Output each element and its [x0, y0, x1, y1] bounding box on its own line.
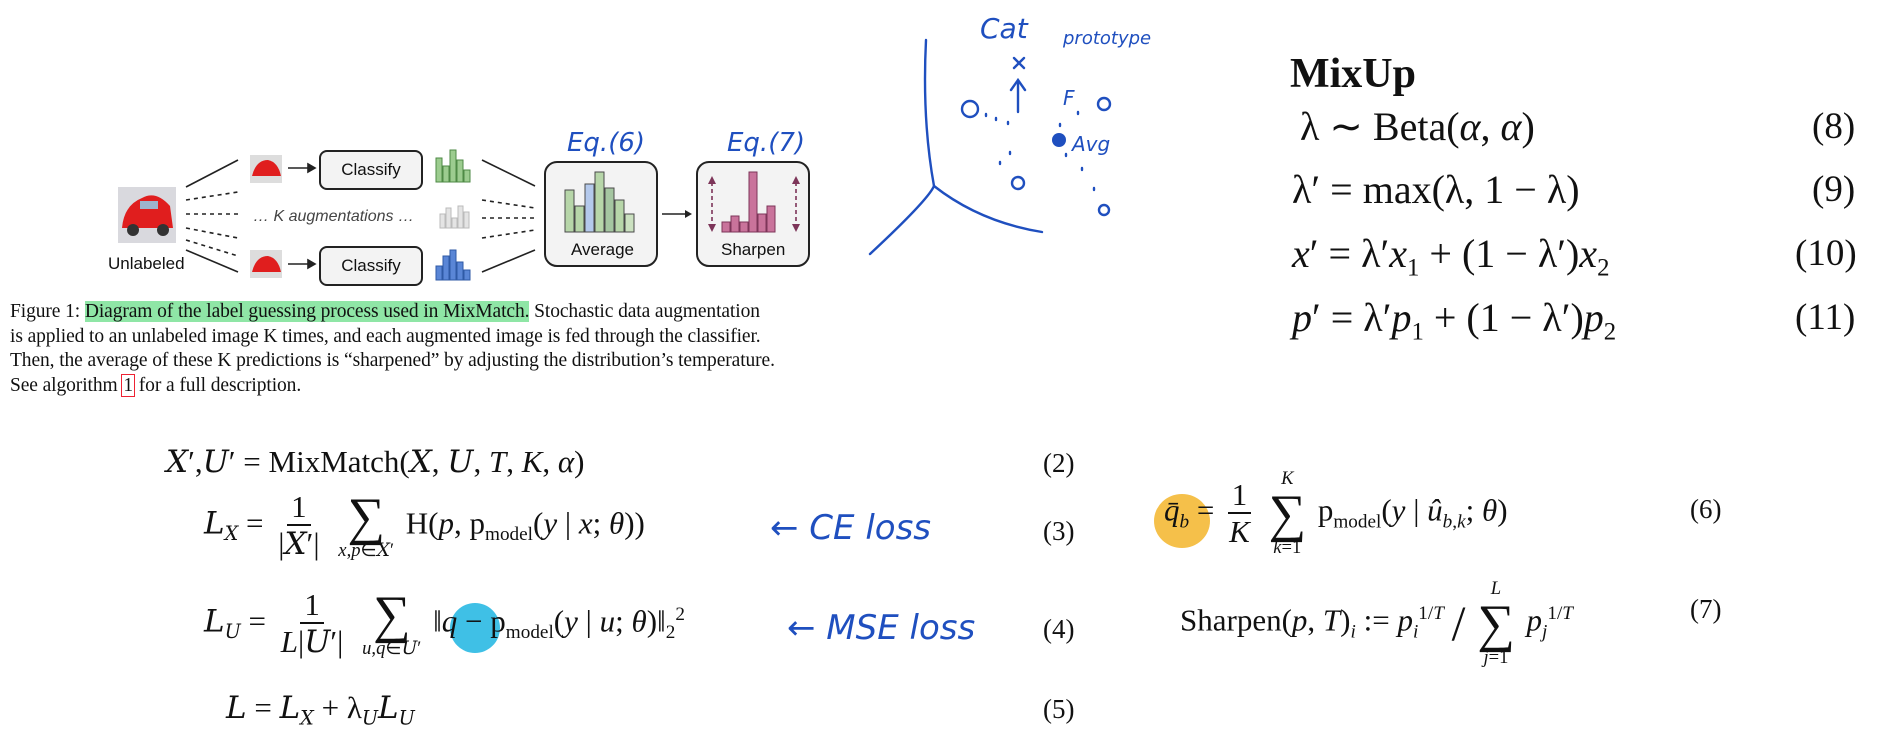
k-augmentations-label: … K augmentations …	[253, 208, 414, 225]
equation-2-number: (2)	[1043, 448, 1075, 478]
equation-7-number: (7)	[1690, 594, 1722, 624]
equation-6-number: (6)	[1690, 494, 1722, 524]
orange-marker	[1154, 494, 1210, 548]
equation-11: p′ = λ′p1 + (1 − λ′)p2	[1292, 295, 1617, 346]
caption-line1: Stochastic data augmentation	[534, 301, 760, 322]
handwritten-note-eq6: Eq.(6)	[567, 128, 646, 158]
sketch-label-f: F	[1063, 86, 1075, 110]
algorithm-ref-link[interactable]: 1	[121, 373, 135, 397]
cyan-marker	[450, 603, 500, 653]
equation-10: x′ = λ′x1 + (1 − λ′)x2	[1292, 231, 1610, 282]
augmented-car-bottom	[250, 250, 282, 278]
handwritten-note-ce-loss: ← CE loss	[770, 508, 932, 548]
augmentation-arrows	[185, 159, 239, 273]
diagram-graphics	[118, 149, 810, 281]
equation-3: LX = 1 |X′| ∑ x,p∈X′ H(p, pmodel(y | x; θ)…	[204, 488, 645, 563]
caption-highlight: Diagram of the label guessing process us…	[84, 301, 530, 322]
sharpen-label: Sharpen	[721, 240, 786, 259]
augmented-car-top	[250, 155, 282, 183]
sketch-label-avg: Avg	[1072, 132, 1111, 156]
mixup-title: MixUp	[1290, 51, 1416, 97]
classify-bottom-box: Classify	[319, 246, 423, 286]
histogram-middle	[439, 205, 470, 229]
histogram-bottom	[435, 249, 471, 281]
classify-top-box: Classify	[319, 150, 423, 190]
equation-9-number: (9)	[1812, 169, 1856, 210]
equation-5: L = LX + λULU	[226, 690, 415, 730]
equation-8-number: (8)	[1812, 106, 1856, 147]
equation-9: λ′ = max(λ, 1 − λ)	[1292, 167, 1580, 212]
equation-3-number: (3)	[1043, 516, 1075, 546]
handwritten-note-eq7: Eq.(7)	[727, 128, 806, 158]
histogram-top	[435, 149, 471, 183]
equation-10-number: (10)	[1795, 233, 1857, 274]
caption-line3: Then, the average of these K predictions…	[10, 350, 775, 371]
equation-4-number: (4)	[1043, 614, 1075, 644]
caption-label: Figure 1:	[10, 301, 81, 322]
caption-line4-pre: See algorithm	[10, 374, 118, 396]
caption-line4-post: for a full description.	[138, 374, 302, 396]
handwritten-note-mse-loss: ← MSE loss	[787, 608, 976, 648]
equation-11-number: (11)	[1795, 297, 1856, 338]
sharpen-histogram	[721, 171, 776, 233]
unlabeled-car-image	[118, 187, 176, 243]
equation-8: λ ∼ Beta(α, α)	[1300, 104, 1535, 149]
handwritten-sketch	[868, 38, 1112, 256]
sketch-label-prototype: prototype	[1063, 28, 1152, 49]
equation-2: X′,U′ = MixMatch(X, U, T, K, α)	[166, 444, 585, 480]
average-label: Average	[571, 240, 635, 259]
equation-7: Sharpen(p, T)i := pi1/T / L ∑ j=1 pj1/T	[1180, 578, 1573, 668]
average-histogram	[564, 171, 635, 233]
sketch-label-cat: Cat	[980, 12, 1028, 45]
equation-5-number: (5)	[1043, 694, 1075, 724]
equation-4: LU = 1 L|U′| ∑ u,q∈U′ ‖q − pmodel(y | u; θ…	[204, 586, 685, 661]
unlabeled-label: Unlabeled	[108, 254, 185, 273]
figure-caption: Figure 1: Diagram of the label guessing …	[10, 300, 915, 398]
caption-line2: is applied to an unlabeled image K times…	[10, 325, 761, 347]
